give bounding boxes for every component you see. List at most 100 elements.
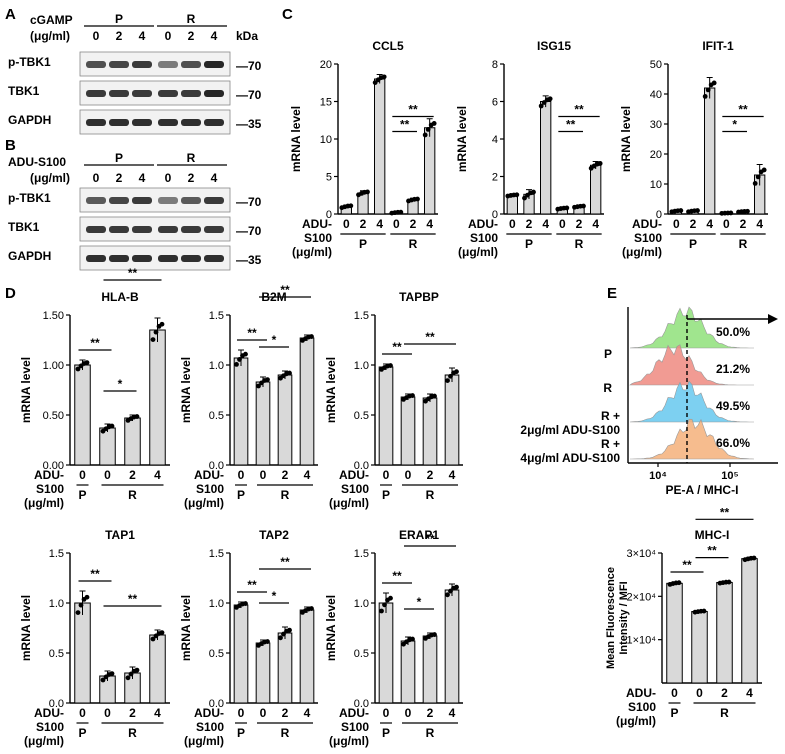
x-tick-label: 4 bbox=[154, 468, 161, 482]
blot-dose-label: 4 bbox=[139, 171, 146, 185]
data-point bbox=[109, 423, 115, 429]
group-label: P bbox=[670, 706, 678, 720]
data-point bbox=[388, 595, 393, 601]
bar bbox=[378, 366, 394, 466]
x-tick-label: 4 bbox=[592, 217, 599, 231]
data-point bbox=[256, 383, 261, 389]
significance-label: ** bbox=[425, 330, 435, 344]
data-point bbox=[445, 378, 450, 383]
blot-band bbox=[204, 226, 224, 233]
x-tick-label: 0 bbox=[383, 706, 390, 720]
blot-band bbox=[181, 226, 201, 233]
data-point bbox=[445, 592, 450, 598]
data-point bbox=[287, 370, 292, 376]
y-tick-label: 1.50 bbox=[43, 310, 64, 322]
blot-band bbox=[109, 255, 129, 262]
data-point bbox=[265, 639, 270, 644]
x-row-label: ADU- bbox=[339, 706, 369, 720]
series-label: R + bbox=[601, 437, 620, 451]
x-tick-label: 4 bbox=[426, 217, 433, 231]
data-point bbox=[522, 195, 527, 201]
blot-band bbox=[204, 61, 224, 68]
y-axis-label: mRNA level bbox=[455, 106, 469, 172]
y-tick-label: 1.0 bbox=[354, 598, 369, 610]
panel-letter-c: C bbox=[282, 6, 293, 23]
bar bbox=[540, 101, 552, 215]
blot-band bbox=[158, 119, 178, 126]
y-tick-label: 3×10⁴ bbox=[626, 548, 656, 560]
chart-title: TAP2 bbox=[259, 528, 289, 542]
y-tick-label: 40 bbox=[650, 89, 662, 101]
blot-band bbox=[86, 61, 106, 68]
x-row-label: ADU- bbox=[194, 468, 224, 482]
data-point bbox=[701, 608, 707, 614]
histogram-percentage: 21.2% bbox=[716, 362, 750, 376]
y-tick-label: 0.5 bbox=[209, 410, 224, 422]
bar bbox=[666, 582, 683, 684]
x-row-label: (μg/ml) bbox=[616, 714, 656, 728]
histogram-curve bbox=[629, 344, 754, 386]
significance-label: ** bbox=[408, 103, 418, 117]
x-row-label: (μg/ml) bbox=[292, 245, 332, 259]
x-row-label: (μg/ml) bbox=[458, 245, 498, 259]
x-tick-label: 2 bbox=[282, 468, 289, 482]
x-tick-label: 2 bbox=[526, 217, 533, 231]
significance-label: ** bbox=[280, 555, 290, 569]
panel-letter-a: A bbox=[5, 6, 16, 23]
data-point bbox=[415, 196, 420, 202]
data-point bbox=[309, 606, 314, 611]
data-point bbox=[309, 334, 314, 339]
x-row-label: (μg/ml) bbox=[184, 734, 224, 748]
flow-x-tick-label: 10⁴ bbox=[649, 470, 667, 482]
bar bbox=[400, 640, 416, 704]
x-tick-label: 4 bbox=[449, 706, 456, 720]
y-tick-label: 50 bbox=[650, 59, 662, 71]
significance-label: ** bbox=[280, 283, 290, 297]
blot-dose-label: 2 bbox=[188, 29, 195, 43]
y-axis-label: mRNA level bbox=[324, 595, 338, 661]
data-point bbox=[538, 103, 544, 109]
blot-band bbox=[86, 255, 106, 262]
blot-band bbox=[86, 90, 106, 97]
bar bbox=[422, 397, 438, 466]
x-tick-label: 4 bbox=[706, 217, 713, 231]
blot-dose-label: 2 bbox=[188, 171, 195, 185]
bar bbox=[255, 381, 271, 466]
x-tick-label: 0 bbox=[723, 217, 730, 231]
blot-dose-label: 0 bbox=[165, 29, 172, 43]
histogram-percentage: 49.5% bbox=[716, 399, 750, 413]
group-label: P bbox=[237, 726, 245, 740]
histogram-curve bbox=[630, 418, 755, 460]
significance-label: ** bbox=[566, 118, 576, 132]
bar bbox=[422, 635, 438, 704]
data-point bbox=[75, 610, 81, 615]
y-tick-label: 4 bbox=[492, 134, 498, 146]
blot-b-unit: (μg/ml) bbox=[30, 171, 70, 185]
data-point bbox=[75, 366, 81, 372]
group-label: R bbox=[426, 488, 435, 502]
x-tick-label: 0 bbox=[238, 468, 245, 482]
y-tick-label: 0.0 bbox=[49, 698, 64, 710]
blot-band bbox=[204, 197, 224, 204]
x-row-label: S100 bbox=[341, 720, 369, 734]
x-row-label: (μg/ml) bbox=[24, 734, 64, 748]
x-tick-label: 4 bbox=[154, 706, 161, 720]
y-tick-label: 0.50 bbox=[43, 410, 64, 422]
group-label: P bbox=[237, 488, 245, 502]
data-point bbox=[134, 667, 140, 673]
data-point bbox=[711, 80, 717, 86]
data-point bbox=[448, 588, 453, 594]
blot-group-label: R bbox=[187, 12, 196, 26]
data-point bbox=[281, 631, 286, 637]
blot-a-kda: kDa bbox=[236, 29, 258, 43]
y-tick-label: 20 bbox=[320, 59, 332, 71]
series-label: R + bbox=[601, 409, 620, 423]
data-point bbox=[678, 208, 684, 213]
chart-title: MHC-I bbox=[695, 528, 730, 542]
bar bbox=[424, 127, 436, 215]
data-point bbox=[243, 601, 248, 606]
data-point bbox=[702, 94, 708, 99]
